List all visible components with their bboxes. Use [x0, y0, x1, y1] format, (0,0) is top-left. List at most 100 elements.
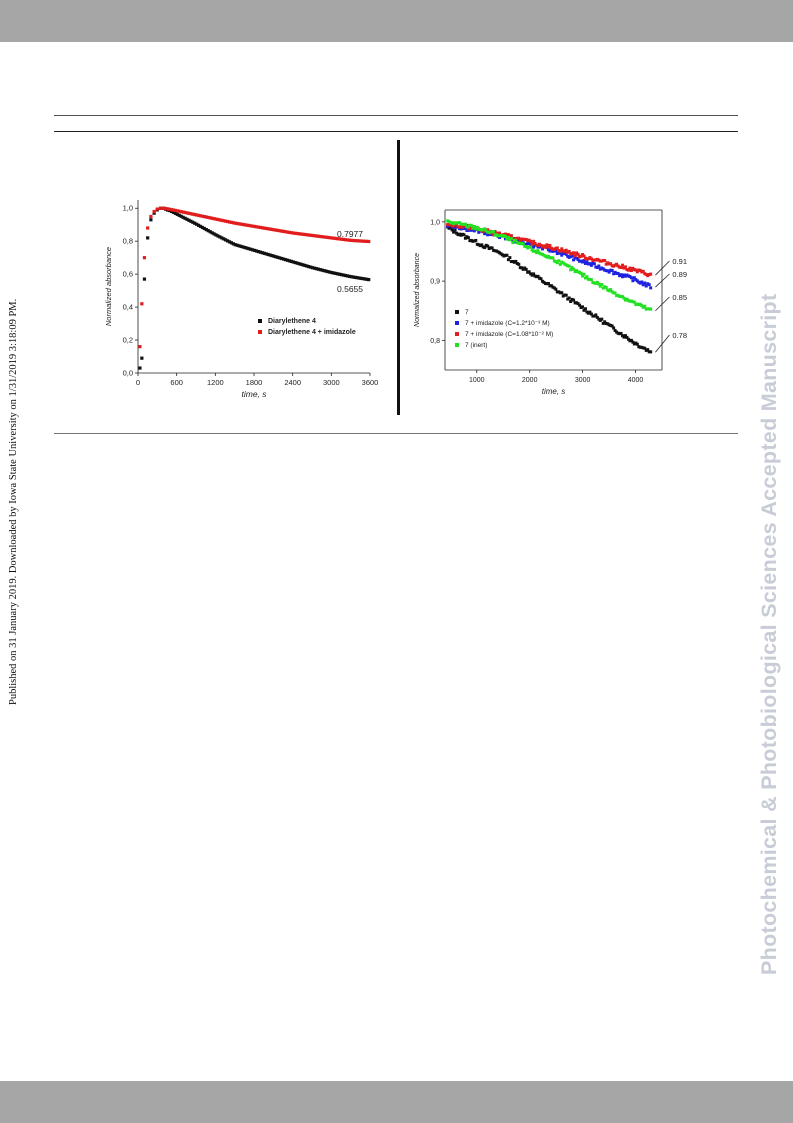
data-point [572, 258, 576, 262]
data-point [640, 304, 644, 308]
data-point [293, 231, 297, 235]
data-point [530, 242, 534, 246]
data-point [585, 275, 589, 279]
data-point [272, 228, 276, 232]
y-tick-label: 1,0 [123, 204, 133, 213]
data-point [506, 258, 510, 262]
annotation-leader [655, 260, 670, 276]
data-point [548, 249, 552, 253]
x-tick-label: 4000 [628, 377, 644, 384]
data-point [312, 234, 317, 238]
series-1 [138, 206, 371, 349]
data-point [142, 256, 147, 260]
data-point [332, 271, 336, 275]
data-point [326, 270, 330, 274]
data-point [324, 235, 328, 239]
data-point [303, 263, 307, 268]
data-point [649, 350, 653, 354]
data-point [149, 218, 153, 222]
data-point [340, 273, 344, 277]
data-point [202, 226, 206, 231]
data-point [641, 283, 645, 287]
data-point [191, 220, 195, 224]
data-point [619, 331, 623, 335]
data-point [258, 225, 263, 230]
data-point [450, 228, 454, 232]
data-point [278, 229, 282, 233]
data-point [462, 233, 466, 237]
data-point [615, 262, 619, 266]
data-point [340, 237, 344, 241]
legend-label: Diarylethene 4 [268, 318, 316, 325]
data-point [185, 217, 189, 221]
y-tick-label: 0,0 [123, 369, 133, 378]
data-point [249, 247, 253, 251]
data-point [560, 253, 564, 257]
publication-watermark: Published on 31 January 2019. Downloaded… [8, 298, 19, 705]
data-point [597, 282, 601, 286]
data-point [589, 257, 593, 261]
x-tick-label: 2000 [522, 377, 538, 384]
data-point [452, 230, 456, 234]
data-point [472, 224, 476, 228]
data-point [171, 208, 176, 212]
data-point [532, 239, 536, 243]
data-point [536, 274, 540, 278]
data-point [297, 232, 301, 236]
data-point [564, 252, 568, 256]
data-point [576, 252, 580, 256]
data-point [647, 283, 651, 287]
data-point [564, 293, 568, 297]
data-point [140, 356, 144, 360]
data-point [572, 298, 576, 302]
data-point [260, 226, 264, 230]
data-point [343, 238, 348, 242]
data-point [600, 282, 604, 286]
data-point [177, 209, 181, 213]
journal-watermark: Photochemical & Photobiological Sciences… [757, 293, 781, 975]
data-point [239, 244, 243, 249]
legend-marker [258, 319, 262, 323]
data-point [270, 254, 274, 258]
data-point [243, 245, 247, 250]
data-point [477, 230, 481, 234]
data-point [243, 223, 247, 227]
data-point [635, 270, 639, 274]
data-point [353, 239, 357, 243]
data-point [285, 258, 290, 262]
data-point [301, 263, 305, 267]
data-point [498, 231, 502, 235]
data-point [646, 348, 650, 352]
data-point [245, 246, 249, 250]
data-point [214, 233, 218, 237]
data-point [361, 277, 365, 281]
data-point [229, 241, 234, 245]
data-point [588, 310, 592, 314]
data-point [616, 271, 620, 275]
x-tick-label: 3000 [323, 378, 340, 387]
data-point [272, 254, 276, 258]
data-point [237, 222, 241, 226]
data-point [318, 234, 322, 239]
data-point [345, 274, 350, 278]
data-point [173, 208, 177, 213]
data-point [216, 217, 220, 222]
data-point [483, 232, 487, 236]
data-point [601, 321, 605, 325]
data-point [218, 235, 222, 239]
data-point [311, 233, 315, 238]
data-point [564, 248, 568, 252]
data-point [506, 235, 510, 239]
data-point [585, 260, 589, 264]
data-point [543, 245, 547, 249]
data-point [318, 268, 322, 272]
data-point [527, 241, 531, 245]
data-point [247, 223, 251, 228]
data-point [355, 239, 359, 243]
data-point [336, 272, 340, 276]
data-point [475, 225, 479, 229]
data-point [204, 215, 208, 219]
chart-left: 0 600 1200 1800 2400 3000 3600 0,0 0,2 0,4 0,6 0,8 1… [104, 200, 378, 399]
data-point [214, 217, 218, 221]
annotation-leader [655, 296, 670, 312]
